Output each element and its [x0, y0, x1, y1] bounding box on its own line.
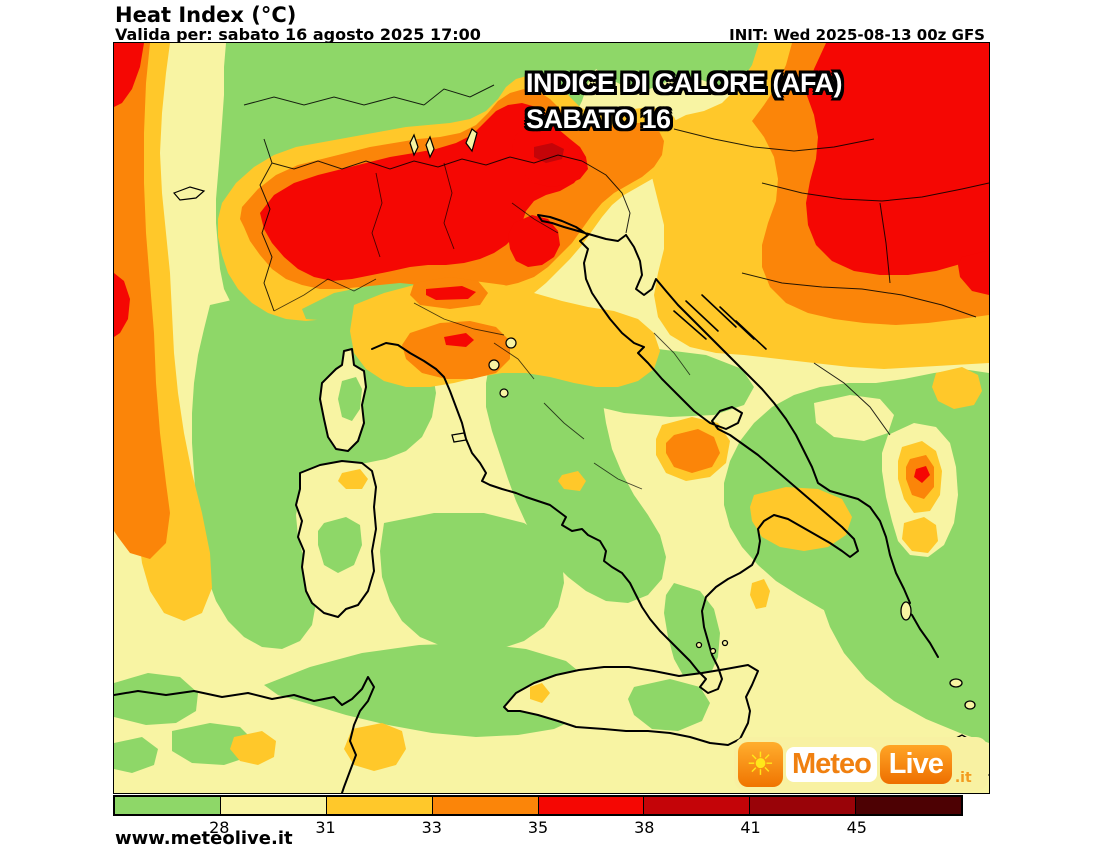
colorbar-segment [220, 797, 327, 814]
darkred-venice-core [534, 143, 564, 163]
lakes [172, 74, 844, 398]
gold-salento [750, 487, 852, 551]
green-sardinia-channel [380, 513, 564, 651]
overlay-line1: INDICE DI CALORE (AFA) [526, 68, 843, 98]
red-tuscany-streak [444, 333, 474, 347]
gold-campania-dot [558, 471, 586, 491]
heat-index-map [114, 43, 989, 793]
logo-live-text: Live [879, 744, 952, 784]
valid-time-label: Valida per: sabato 16 agosto 2025 17:00 [115, 25, 481, 44]
gold-albania-south [902, 517, 938, 553]
colorbar-tick: 35 [527, 818, 549, 837]
red-left-top [114, 43, 144, 107]
colorbar-segment [326, 797, 433, 814]
green-apennines-south [486, 335, 666, 603]
gold-sicily-dot [530, 683, 550, 703]
green-africa-coast-2 [172, 723, 254, 765]
gold-montenegro-spot [932, 367, 982, 409]
green-sea-west-sicily [264, 643, 592, 737]
red-albania-dot [914, 466, 930, 483]
sardinia-coastline [295, 460, 377, 618]
gold-tunisia-2 [230, 731, 276, 765]
sardinia-green-inner [318, 517, 362, 573]
paleyellow-bosnia-pocket [814, 395, 894, 441]
colorbar-segment [750, 797, 857, 814]
colorbar-segment [856, 797, 961, 814]
red-right-edge-spot [958, 251, 989, 295]
country-borders [243, 84, 989, 436]
gold-tunisia-1 [344, 723, 406, 771]
weather-map-panel: INDICE DI CALORE (AFA) SABATO 16 ☀ Meteo… [113, 42, 990, 794]
colorbar-tick: 31 [315, 818, 336, 837]
green-alps [216, 43, 759, 311]
colorbar-segment [644, 797, 751, 814]
sicily-coastline [503, 664, 759, 746]
orange-foggia-core [666, 429, 720, 473]
colorbar-ticks: 28 31 33 35 38 41 45 [113, 818, 963, 837]
map-overlay-title: INDICE DI CALORE (AFA) SABATO 16 [526, 65, 843, 137]
model-init-label: INIT: Wed 2025-08-13 00z GFS [729, 26, 985, 44]
colorbar-segment [432, 797, 539, 814]
colorbar [113, 795, 963, 816]
overlay-line2: SABATO 16 [526, 104, 671, 134]
balkan-coastline [625, 234, 939, 658]
website-url[interactable]: www.meteolive.it [115, 828, 293, 849]
green-africa-coast-1 [114, 673, 198, 725]
colorbar-tick: 28 [209, 818, 230, 837]
logo-meteo-text: Meteo [786, 746, 877, 782]
colorbar-tick: 45 [846, 818, 867, 837]
colorbar-segment [115, 797, 221, 814]
corsica-green-inner [338, 377, 362, 421]
logo-tld-text: .it [954, 770, 972, 786]
colorbar-segment [538, 797, 645, 814]
colorbar-tick: 41 [740, 818, 761, 837]
africa-coastline [114, 676, 375, 793]
sun-icon: ☀ [738, 741, 783, 787]
sicily-green-inner [628, 679, 710, 731]
gold-calabria-sliver [750, 579, 770, 609]
orange-left-column [114, 43, 170, 559]
red-emilia-streak [426, 286, 476, 300]
meteolive-logo[interactable]: ☀ Meteo Live .it [734, 737, 988, 791]
green-africa-coast-3 [114, 737, 158, 773]
corsica-coastline [319, 348, 367, 452]
colorbar-tick: 33 [421, 818, 442, 837]
page-title: Heat Index (°C) [115, 3, 297, 27]
red-po-core [260, 103, 586, 281]
green-calabria [664, 583, 720, 683]
colorbar-tick: 38 [634, 818, 655, 837]
red-pannonian-mass [806, 43, 989, 275]
croatia-islands [673, 294, 767, 350]
italy-coastline [371, 214, 859, 694]
region-borders [273, 162, 691, 490]
gold-sardinia-dot [338, 469, 368, 489]
red-romagna-tongue [508, 215, 560, 267]
red-left-mid [114, 273, 130, 337]
